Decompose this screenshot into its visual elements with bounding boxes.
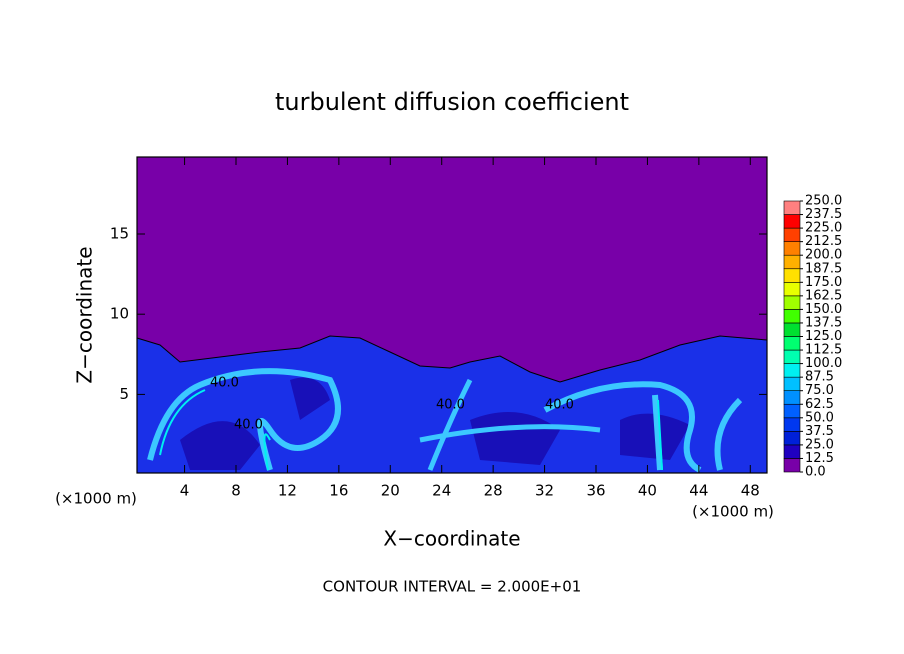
colorbar-bin (783, 309, 801, 324)
y-tick-label: 15 (110, 224, 129, 242)
weak-zone (180, 377, 690, 470)
contour-label: 40.0 (234, 418, 263, 433)
x-tick-label: 48 (741, 482, 760, 500)
x-tick-label: 4 (180, 482, 190, 500)
colorbar-bin (783, 200, 801, 215)
swirl (543, 381, 743, 473)
colorbar-bin (783, 241, 801, 256)
swirl (147, 368, 341, 471)
colorbar-label: 187.5 (805, 261, 842, 276)
x-tick-label: 40 (638, 482, 657, 500)
colorbar-label: 37.5 (805, 424, 834, 439)
x-tick-label: 8 (231, 482, 241, 500)
colorbar-label: 62.5 (805, 397, 834, 412)
x-tick-label: 32 (535, 482, 554, 500)
footnote: CONTOUR INTERVAL = 2.000E+01 (323, 578, 582, 596)
colorbar-label: 162.5 (805, 288, 842, 303)
colorbar-bin (783, 336, 801, 351)
contour-label: 40.0 (436, 398, 465, 413)
colorbar-bin (783, 458, 801, 473)
contour-label: 40.0 (210, 376, 239, 391)
colorbar-bin (783, 376, 801, 391)
colorbar-bin (783, 227, 801, 242)
colorbar-bin (783, 403, 801, 419)
colorbar-label: 175.0 (805, 275, 842, 290)
colorbar-bin (783, 431, 801, 446)
colorbar-bin (783, 254, 801, 270)
colorbar-label: 25.0 (805, 437, 834, 452)
colorbar-label: 100.0 (805, 356, 842, 371)
colorbar-label: 150.0 (805, 302, 842, 317)
colorbar-label: 237.5 (805, 207, 842, 222)
colorbar-bin (783, 417, 801, 432)
colorbar-label: 50.0 (805, 410, 834, 425)
colorbar-label: 125.0 (805, 329, 842, 344)
x-tick-label: 44 (689, 482, 708, 500)
colorbar-label: 225.0 (805, 221, 842, 236)
colorbar-label: 200.0 (805, 248, 842, 263)
swirl (159, 389, 663, 471)
y-tick-label: 5 (119, 385, 129, 403)
colorbar-label: 112.5 (805, 343, 842, 358)
field (136, 157, 768, 474)
x-tick-label: 28 (484, 482, 503, 500)
colorbar-label: 137.5 (805, 315, 842, 330)
x-tick-label: 16 (329, 482, 348, 500)
plot-frame (136, 156, 768, 474)
swirl (419, 378, 601, 471)
colorbar-label: 0.0 (805, 465, 826, 480)
x-axis-label: X−coordinate (383, 527, 520, 551)
colorbar-label: 87.5 (805, 370, 834, 385)
colorbar-bin (783, 214, 801, 229)
x-tick-label: 24 (432, 482, 451, 500)
x-unit: (×1000 m) (692, 503, 774, 521)
colorbar-label: 250.0 (805, 194, 842, 209)
colorbar-bin (783, 349, 801, 364)
colorbar-bin (783, 322, 801, 337)
x-tick-label: 36 (586, 482, 605, 500)
colorbar-bin (783, 363, 801, 378)
colorbar-label: 12.5 (805, 451, 834, 466)
colorbar-bin (783, 295, 801, 310)
x-tick-label: 20 (381, 482, 400, 500)
contour-label: 40.0 (545, 398, 574, 413)
colorbar-bin (783, 390, 801, 405)
y-axis-label: Z−coordinate (73, 246, 97, 383)
chart-title: turbulent diffusion coefficient (275, 88, 629, 116)
y-tick-label: 10 (110, 305, 129, 323)
y-unit: (×1000 m) (55, 490, 137, 508)
colorbar-bin (783, 268, 801, 283)
colorbar-bin (783, 281, 801, 297)
colorbar-bin (783, 444, 801, 459)
colorbar-label: 75.0 (805, 383, 834, 398)
colorbar-label: 212.5 (805, 234, 842, 249)
x-tick-label: 12 (278, 482, 297, 500)
